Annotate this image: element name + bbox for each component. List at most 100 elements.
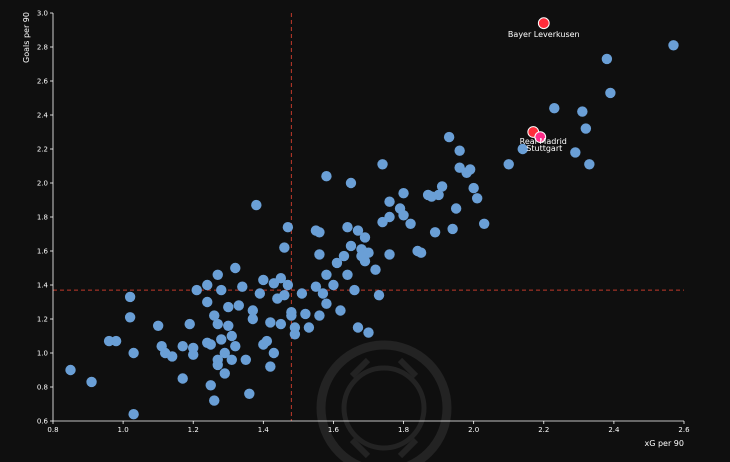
y-tick-label: 0.6 [37, 418, 49, 426]
x-tick-label: 0.8 [47, 426, 58, 434]
x-tick-label: 1.2 [188, 426, 199, 434]
data-point [247, 313, 259, 325]
data-point [184, 318, 195, 330]
x-axis-title: xG per 90 [645, 439, 685, 448]
data-point [251, 199, 262, 211]
data-point [345, 177, 357, 189]
data-point [233, 300, 244, 311]
y-tick-label: 1.6 [37, 248, 49, 256]
data-point [549, 103, 560, 114]
data-point [377, 159, 388, 170]
data-point [384, 249, 395, 260]
data-point [223, 320, 234, 331]
data-point [209, 395, 220, 406]
data-point [310, 281, 322, 292]
data-point [223, 301, 234, 313]
data-point [321, 171, 332, 182]
data-points [65, 40, 679, 420]
data-point [584, 159, 595, 170]
y-tick-label: 1.0 [37, 350, 48, 358]
y-tick-label: 2.4 [37, 112, 49, 120]
highlighted-point [534, 131, 547, 144]
data-point [384, 196, 395, 207]
data-point [415, 247, 427, 258]
data-point [359, 256, 371, 267]
data-point [209, 310, 220, 321]
data-point [216, 284, 227, 296]
data-point [384, 211, 395, 223]
x-tick-label: 2.4 [608, 426, 620, 434]
data-point [321, 269, 332, 280]
data-point [405, 218, 416, 229]
data-point [398, 188, 409, 199]
x-tick-label: 1.4 [258, 426, 270, 434]
highlighted-point-label: Real Madrid [520, 137, 567, 146]
data-point [205, 339, 216, 350]
y-axis-ticks: 0.6 0.8 1.0 1.2 1.4 1.6 1.8 2.0 2.2 2.4 2.6 2.8 3.0 [37, 10, 53, 426]
data-point [265, 317, 276, 328]
data-point [580, 123, 592, 134]
data-point [570, 147, 581, 158]
data-point [605, 87, 616, 99]
data-point [226, 330, 237, 342]
data-point [86, 376, 97, 388]
highlighted-point [537, 17, 550, 30]
data-point [454, 145, 465, 156]
data-point [429, 227, 441, 238]
y-tick-label: 2.6 [37, 78, 49, 86]
data-point [279, 242, 290, 253]
data-point [212, 269, 223, 280]
data-point [317, 288, 329, 299]
data-point [370, 264, 381, 275]
data-point [443, 131, 455, 143]
y-tick-label: 2.0 [37, 180, 48, 188]
data-point [478, 218, 490, 229]
y-tick-label: 2.8 [37, 44, 48, 52]
data-point [359, 232, 371, 243]
data-point [65, 364, 76, 376]
data-point [450, 203, 462, 214]
data-point [349, 284, 360, 296]
data-point [289, 329, 301, 340]
data-point [216, 334, 227, 345]
data-point [352, 225, 364, 236]
data-point [265, 361, 276, 372]
data-point [110, 335, 122, 347]
data-point [282, 222, 294, 233]
data-point [282, 279, 294, 291]
data-point [230, 341, 241, 352]
data-point [342, 222, 353, 233]
data-point [464, 164, 476, 175]
highlighted-point-label: Bayer Leverkusen [508, 30, 580, 39]
data-point [363, 247, 374, 258]
data-point [303, 322, 315, 333]
data-point [254, 288, 266, 299]
x-tick-label: 1.0 [118, 426, 129, 434]
x-tick-label: 2.2 [538, 426, 549, 434]
data-point [128, 347, 139, 359]
data-point [191, 284, 202, 296]
data-point [577, 106, 588, 117]
data-point [286, 310, 297, 321]
data-point [268, 347, 280, 359]
data-point [331, 257, 343, 269]
data-point [205, 380, 216, 391]
data-point [166, 351, 178, 362]
data-point [202, 296, 213, 308]
reference-lines [53, 13, 684, 421]
data-point [335, 305, 346, 316]
data-point [296, 288, 308, 299]
data-point [212, 359, 223, 371]
data-point [219, 368, 230, 379]
data-point [314, 310, 325, 321]
data-point [275, 273, 287, 284]
x-tick-label: 1.6 [328, 426, 340, 434]
data-point [226, 354, 237, 365]
x-axis-ticks: 0.8 1.0 1.2 1.4 1.6 1.8 2.0 2.2 2.4 2.6 [47, 421, 690, 434]
data-point [447, 223, 458, 235]
data-point [668, 40, 679, 51]
y-tick-label: 1.2 [37, 316, 48, 324]
watermark-logo [316, 340, 452, 462]
